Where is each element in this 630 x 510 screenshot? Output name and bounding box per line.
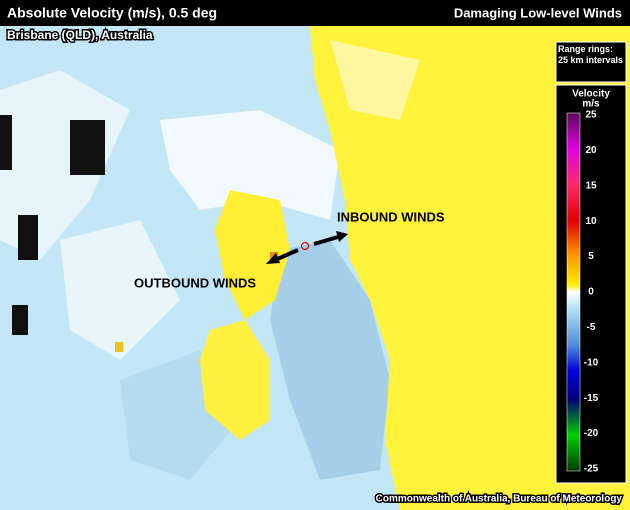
legend-tick-label: 25 bbox=[585, 110, 597, 121]
legend-title: Velocity bbox=[572, 89, 610, 100]
color-bar bbox=[566, 112, 581, 472]
range-note: Range rings: 25 km intervals bbox=[558, 44, 624, 65]
range-note-box: Range rings: 25 km intervals bbox=[558, 44, 624, 65]
legend-tick-label: 20 bbox=[585, 145, 597, 156]
inbound-arrowhead bbox=[336, 231, 348, 242]
annotations: INBOUND WINDS OUTBOUND WINDS bbox=[134, 209, 445, 290]
radar-site bbox=[300, 241, 310, 251]
legend-tick-label: 0 bbox=[588, 287, 594, 298]
outbound-arrow bbox=[274, 248, 299, 262]
legend-tick-label: 5 bbox=[588, 251, 594, 262]
outbound-label: OUTBOUND WINDS bbox=[134, 275, 256, 290]
inbound-label: INBOUND WINDS bbox=[337, 209, 445, 224]
legend-tick-label: 15 bbox=[585, 180, 597, 191]
location: Brisbane (QLD), Australia bbox=[7, 28, 153, 42]
inbound-arrow bbox=[313, 235, 339, 246]
legend-tick-label: 10 bbox=[585, 216, 597, 227]
legend-tick-label: -10 bbox=[584, 357, 599, 368]
legend-unit: m/s bbox=[582, 99, 600, 110]
legend: Velocity m/s 25 20 15 10 5 0 -5 -10 -15 -20 -25 bbox=[555, 84, 627, 484]
title: Absolute Velocity (m/s), 0.5 deg bbox=[7, 5, 217, 21]
topic: Damaging Low-level Winds bbox=[454, 5, 622, 20]
legend-tick-label: -5 bbox=[587, 322, 596, 333]
outbound-arrowhead bbox=[266, 253, 280, 264]
credit: Commonwealth of Australia, Bureau of Met… bbox=[376, 494, 623, 505]
legend-tick-label: -20 bbox=[584, 428, 599, 439]
legend-tick-label: -25 bbox=[584, 464, 599, 475]
header-bar bbox=[0, 0, 630, 26]
legend-tick-label: -15 bbox=[584, 393, 599, 404]
range-box bbox=[555, 41, 627, 83]
